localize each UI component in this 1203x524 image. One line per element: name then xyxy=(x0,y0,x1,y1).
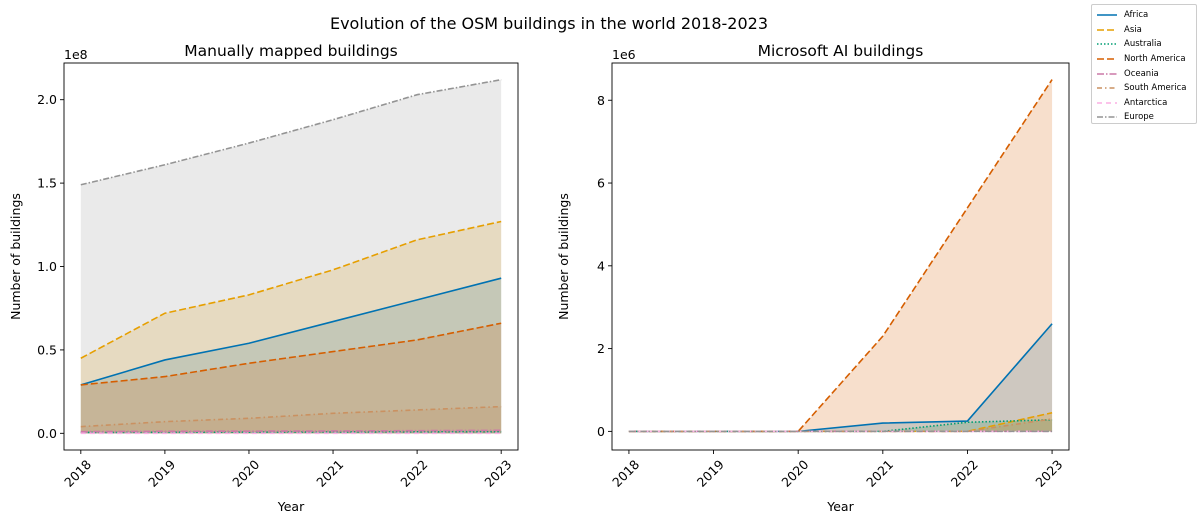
x-axis-label: Year xyxy=(277,499,305,514)
legend-swatch xyxy=(1097,14,1117,17)
legend-label: Oceania xyxy=(1124,68,1159,79)
y-tick-label: 1.0 xyxy=(37,259,57,274)
legend-label: South America xyxy=(1124,83,1187,94)
legend-item-australia: Australia xyxy=(1092,37,1196,52)
y-tick-label: 1.5 xyxy=(37,176,57,191)
y-tick-label: 2 xyxy=(597,341,605,356)
y-offset-label: 1e8 xyxy=(64,47,88,62)
legend-swatch xyxy=(1097,58,1117,60)
legend-item-africa: Africa xyxy=(1092,8,1196,23)
area-fill-europe xyxy=(80,79,502,434)
legend-label: Antarctica xyxy=(1124,97,1168,108)
x-tick-label: 2021 xyxy=(863,457,896,490)
area-fill-south-america xyxy=(628,418,1053,432)
y-tick-label: 0.0 xyxy=(37,426,57,441)
legend-swatch xyxy=(1097,72,1117,75)
x-tick-label: 2020 xyxy=(229,457,262,490)
x-tick-label: 2022 xyxy=(397,457,430,490)
legend-item-south-america: South America xyxy=(1092,81,1196,96)
x-tick-label: 2019 xyxy=(694,457,727,490)
axes-frame xyxy=(63,62,519,451)
panel-title: Microsoft AI buildings xyxy=(758,42,924,60)
legend-item-north-america: North America xyxy=(1092,52,1196,67)
x-tick-label: 2018 xyxy=(609,457,642,490)
y-tick-label: 2.0 xyxy=(37,92,57,107)
legend-swatch xyxy=(1097,116,1117,119)
series-line-africa xyxy=(80,277,502,386)
x-tick-label: 2021 xyxy=(313,457,346,490)
area-fill-australia xyxy=(628,419,1053,432)
panel-title: Manually mapped buildings xyxy=(184,42,397,60)
area-fill-north-america xyxy=(628,79,1053,432)
legend-label: Africa xyxy=(1124,10,1149,21)
area-fill-africa xyxy=(80,278,502,434)
series-line-australia xyxy=(80,430,502,434)
series-line-oceania xyxy=(80,429,502,433)
area-fill-asia xyxy=(628,412,1053,432)
x-tick-label: 2022 xyxy=(948,457,981,490)
series-line-asia xyxy=(80,220,502,359)
area-fill-africa xyxy=(628,323,1053,432)
y-axis-label: Number of buildings xyxy=(556,193,571,320)
area-fill-asia xyxy=(80,221,502,434)
legend-item-europe: Europe xyxy=(1092,110,1196,125)
legend-label: North America xyxy=(1124,54,1186,65)
y-tick-label: 0 xyxy=(597,424,605,439)
axes-frame xyxy=(611,62,1070,451)
panel-microsoft: Microsoft AI buildings 1e6 0 2 4 6 8 2018 2019 20… xyxy=(556,42,1070,514)
legend-swatch xyxy=(1097,43,1117,46)
legend-swatch xyxy=(1097,102,1117,104)
legend-item-antarctica: Antarctica xyxy=(1092,96,1196,111)
legend-label: Asia xyxy=(1124,24,1142,35)
y-tick-label: 0.5 xyxy=(37,342,57,357)
series-line-north-america xyxy=(80,322,502,386)
x-tick-label: 2019 xyxy=(145,457,178,490)
area-fill-south-america xyxy=(80,406,502,434)
y-tick-label: 4 xyxy=(597,258,605,273)
legend-label: Europe xyxy=(1124,112,1154,123)
y-tick-label: 8 xyxy=(597,93,605,108)
x-tick-label: 2020 xyxy=(778,457,811,490)
legend-swatch xyxy=(1097,87,1117,90)
area-fill-north-america xyxy=(80,323,502,434)
y-offset-label: 1e6 xyxy=(612,47,636,62)
y-axis-label: Number of buildings xyxy=(8,193,23,320)
x-tick-label: 2023 xyxy=(1032,457,1065,490)
series-line-europe xyxy=(80,78,502,186)
legend: Africa Asia Australia North America Oceania S… xyxy=(1091,4,1197,124)
y-tick-label: 6 xyxy=(597,176,605,191)
legend-item-oceania: Oceania xyxy=(1092,66,1196,81)
series-line-south-america xyxy=(80,405,502,428)
figure-title: Evolution of the OSM buildings in the wo… xyxy=(330,14,768,33)
legend-label: Australia xyxy=(1124,39,1162,50)
x-axis-label: Year xyxy=(826,499,854,514)
x-tick-label: 2023 xyxy=(481,457,514,490)
panel-manual: Manually mapped buildings 1e8 0.0 0.5 1.0 1.5… xyxy=(8,42,519,514)
legend-swatch xyxy=(1097,29,1117,31)
x-tick-label: 2018 xyxy=(61,457,94,490)
legend-item-asia: Asia xyxy=(1092,23,1196,38)
